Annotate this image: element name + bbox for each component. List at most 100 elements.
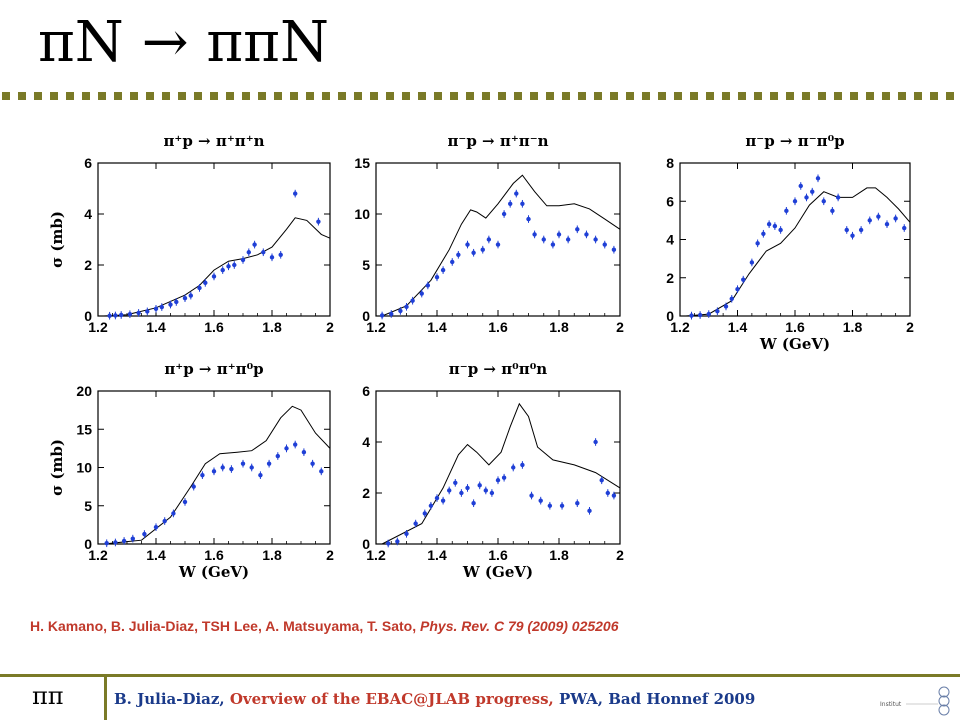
model-curve xyxy=(103,405,331,545)
data-point xyxy=(575,501,580,506)
data-point xyxy=(395,539,400,544)
data-point xyxy=(459,490,464,496)
data-point xyxy=(893,216,898,221)
data-point xyxy=(261,250,266,255)
model-curve xyxy=(381,402,621,545)
data-point xyxy=(404,304,409,310)
chart-title: π⁺p → π⁺π⁺n xyxy=(163,132,264,150)
chart-panel-5: π⁻p → π⁰π⁰n 1.2 1.4 1.6 1.8 2 0 2 4 6 W (GeV) xyxy=(362,360,624,581)
data-point xyxy=(465,485,470,491)
data-point xyxy=(810,189,815,194)
footer-symbol: ππ xyxy=(32,682,64,710)
x-axis-label: W (GeV) xyxy=(178,563,249,581)
data-point xyxy=(136,310,141,316)
y-tick-label: 6 xyxy=(666,193,674,209)
y-tick-label: 2 xyxy=(362,485,370,501)
x-tick-label: 1.4 xyxy=(427,319,447,335)
data-point xyxy=(729,296,734,301)
x-tick-label: 2 xyxy=(616,547,624,563)
data-point xyxy=(130,536,135,541)
data-point xyxy=(220,267,225,273)
footer-divider xyxy=(104,677,107,720)
footer-author: B. Julia-Diaz, xyxy=(114,690,230,708)
data-point xyxy=(550,242,556,247)
data-point xyxy=(884,222,890,227)
y-tick-label: 15 xyxy=(354,155,370,171)
data-point xyxy=(182,499,188,505)
data-point xyxy=(821,199,826,204)
x-tick-label: 1.6 xyxy=(204,547,224,563)
data-point xyxy=(171,511,176,516)
y-tick-label: 6 xyxy=(362,383,370,399)
data-point xyxy=(471,250,476,255)
footer-text: B. Julia-Diaz, Overview of the EBAC@JLAB… xyxy=(114,690,755,708)
data-point xyxy=(301,450,307,455)
data-point xyxy=(127,312,133,317)
x-tick-label: 1.2 xyxy=(88,547,108,563)
data-point xyxy=(867,218,872,223)
y-tick-label: 8 xyxy=(666,155,674,171)
y-tick-label: 10 xyxy=(354,206,370,222)
x-tick-label: 1.6 xyxy=(785,319,805,335)
chart-title: π⁻p → π⁰π⁰n xyxy=(449,360,547,378)
data-point xyxy=(850,233,855,238)
data-point xyxy=(240,257,246,263)
data-point xyxy=(792,199,798,204)
data-point xyxy=(495,478,501,483)
data-point xyxy=(559,503,565,508)
data-point xyxy=(142,531,147,537)
data-point xyxy=(689,313,694,318)
data-point xyxy=(174,299,179,305)
data-point xyxy=(611,493,617,498)
data-point xyxy=(153,306,159,312)
x-tick-label: 2 xyxy=(326,319,334,335)
data-point xyxy=(410,298,415,303)
y-tick-label: 4 xyxy=(362,434,370,450)
data-point xyxy=(575,227,580,232)
data-point xyxy=(419,291,424,296)
data-point xyxy=(508,201,513,206)
data-point xyxy=(511,465,516,470)
plot-frame xyxy=(97,162,331,317)
x-tick-label: 1.6 xyxy=(204,319,224,335)
data-point xyxy=(425,283,431,288)
x-axis-label: W (GeV) xyxy=(462,563,533,581)
model-curve xyxy=(685,187,911,317)
data-point xyxy=(310,461,315,466)
data-point xyxy=(501,211,507,217)
data-point xyxy=(249,465,254,470)
data-point xyxy=(434,275,440,280)
data-point xyxy=(798,183,803,189)
y-tick-label: 5 xyxy=(84,498,92,514)
x-tick-label: 1.4 xyxy=(427,547,447,563)
data-point xyxy=(379,313,385,318)
data-point xyxy=(706,311,711,317)
data-point xyxy=(440,498,446,503)
data-point xyxy=(191,484,196,489)
dotted-separator xyxy=(2,92,954,100)
chart-title: π⁺p → π⁺π⁰p xyxy=(164,360,263,378)
data-point xyxy=(203,280,208,286)
chart-title: π⁻p → π⁺π⁻n xyxy=(447,132,548,150)
data-point xyxy=(278,252,283,257)
data-point xyxy=(858,227,864,233)
x-tick-label: 1.2 xyxy=(670,319,690,335)
data-point xyxy=(453,480,458,485)
y-axis-label: σ (mb) xyxy=(48,439,66,496)
citation-authors: H. Kamano, B. Julia-Diaz, TSH Lee, A. Ma… xyxy=(30,618,421,634)
data-point xyxy=(480,247,485,252)
data-point xyxy=(477,483,482,488)
data-point xyxy=(495,242,501,247)
data-point xyxy=(113,540,118,545)
data-point xyxy=(450,259,455,265)
data-point xyxy=(168,302,173,307)
data-point xyxy=(471,501,476,506)
data-point xyxy=(316,219,321,224)
data-point xyxy=(520,462,525,468)
data-point xyxy=(489,490,495,496)
x-tick-label: 2 xyxy=(906,319,914,335)
data-point xyxy=(220,465,225,470)
data-point xyxy=(447,488,452,493)
y-tick-label: 4 xyxy=(84,206,92,222)
